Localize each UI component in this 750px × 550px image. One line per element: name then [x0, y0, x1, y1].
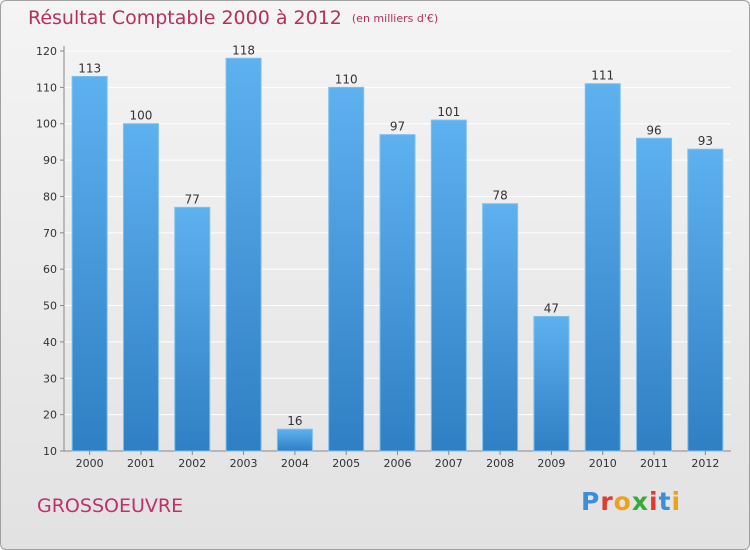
- bar: [430, 119, 467, 452]
- bar: [122, 123, 159, 452]
- data-label: 110: [335, 72, 358, 86]
- x-tick-label: 2003: [230, 457, 258, 470]
- bar: [533, 315, 570, 452]
- y-tick-label: 40: [43, 336, 57, 349]
- logo-letter: r: [600, 487, 614, 516]
- y-tick-label: 120: [36, 45, 57, 58]
- x-tick-label: 2001: [127, 457, 155, 470]
- logo-letter: x: [631, 487, 649, 516]
- logo-letter: t: [658, 487, 672, 516]
- x-tick-label: 2006: [384, 457, 412, 470]
- data-label: 77: [185, 192, 200, 206]
- bar: [584, 83, 621, 452]
- x-tick-label: 2002: [178, 457, 206, 470]
- data-label: 78: [492, 189, 507, 203]
- y-tick-label: 30: [43, 372, 57, 385]
- logo-letter: P: [581, 487, 601, 516]
- x-tick-label: 2009: [537, 457, 565, 470]
- y-tick-label: 100: [36, 118, 57, 131]
- y-tick-label: 110: [36, 81, 57, 94]
- x-tick-label: 2010: [589, 457, 617, 470]
- data-label: 113: [78, 61, 101, 75]
- bar: [276, 428, 313, 452]
- x-tick-label: 2012: [691, 457, 719, 470]
- bar: [379, 134, 416, 452]
- commune-name: GROSSOEUVRE: [37, 495, 184, 517]
- logo-letter: i: [671, 487, 682, 516]
- x-tick-label: 2008: [486, 457, 514, 470]
- y-tick-label: 20: [43, 409, 57, 422]
- y-tick-label: 70: [43, 227, 57, 240]
- data-label: 111: [591, 69, 614, 83]
- data-label: 47: [544, 301, 559, 315]
- x-tick-label: 2007: [435, 457, 463, 470]
- data-label: 118: [232, 43, 255, 57]
- data-label: 101: [437, 105, 460, 119]
- chart-title-text: Résultat Comptable 2000 à 2012: [28, 7, 342, 29]
- x-tick-label: 2004: [281, 457, 309, 470]
- logo-letter: i: [649, 487, 659, 516]
- data-label: 93: [698, 134, 713, 148]
- bar: [71, 75, 108, 452]
- y-tick-label: 10: [43, 445, 57, 458]
- bar: [174, 206, 211, 452]
- y-tick-label: 80: [43, 190, 57, 203]
- chart-subtitle: (en milliers d'€): [351, 12, 439, 25]
- bar: [225, 57, 262, 452]
- y-tick-label: 50: [43, 300, 57, 313]
- data-label: 100: [130, 109, 153, 123]
- x-tick-label: 2011: [640, 457, 668, 470]
- bar: [328, 86, 365, 452]
- y-tick-label: 60: [43, 263, 57, 276]
- x-tick-label: 2000: [76, 457, 104, 470]
- data-label: 96: [646, 123, 661, 137]
- y-tick-label: 90: [43, 154, 57, 167]
- data-label: 16: [287, 414, 302, 428]
- proxiti-logo: Proxiti: [581, 487, 681, 516]
- chart-title: Résultat Comptable 2000 à 2012 (en millie…: [28, 7, 438, 29]
- bar: [482, 203, 519, 452]
- bar: [636, 137, 673, 452]
- bar: [687, 148, 724, 452]
- data-label: 97: [390, 120, 405, 134]
- logo-letter: o: [613, 487, 632, 516]
- x-tick-label: 2005: [332, 457, 360, 470]
